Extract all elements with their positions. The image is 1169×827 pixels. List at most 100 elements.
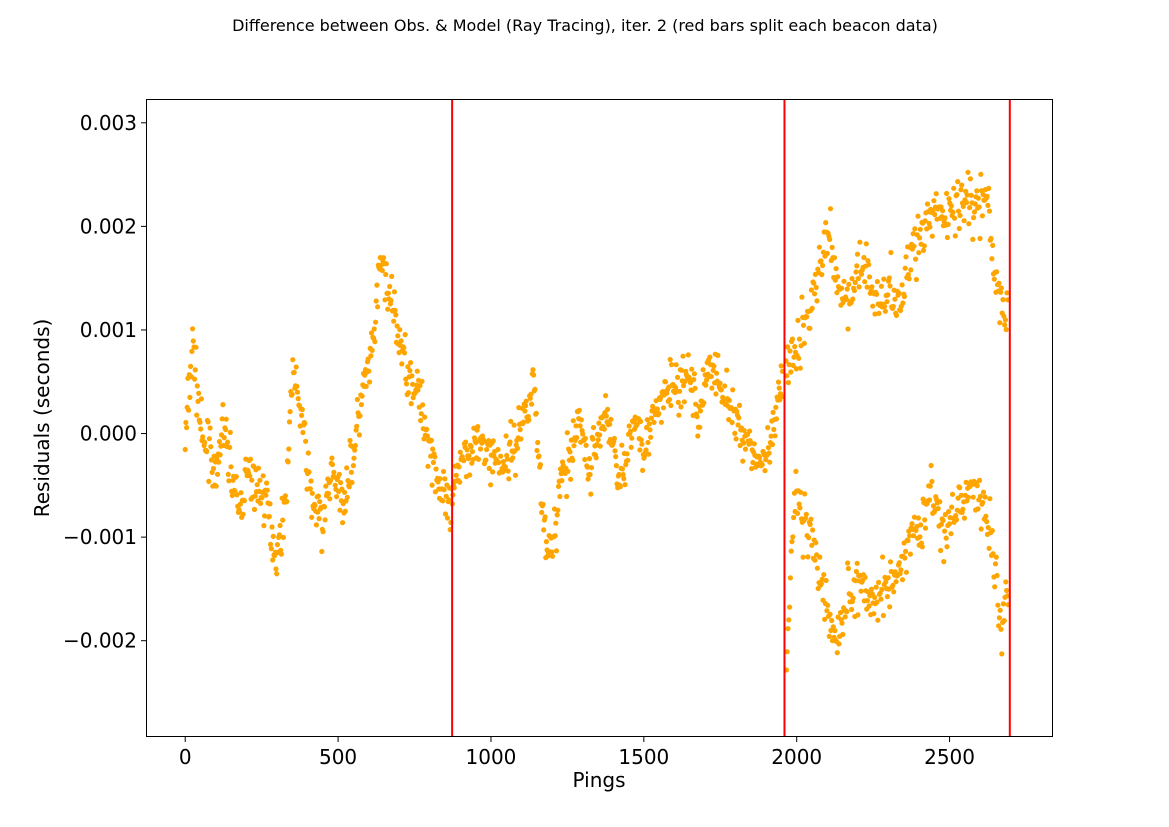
data-point bbox=[227, 444, 233, 450]
data-point bbox=[484, 446, 490, 453]
data-point bbox=[527, 395, 533, 401]
data-point bbox=[687, 380, 694, 386]
data-point bbox=[213, 483, 219, 489]
data-point bbox=[766, 450, 772, 456]
data-point bbox=[549, 549, 555, 555]
data-point bbox=[354, 423, 360, 429]
data-point bbox=[583, 442, 589, 448]
data-point bbox=[854, 263, 860, 269]
data-point bbox=[530, 367, 536, 373]
data-point bbox=[858, 588, 864, 594]
data-point bbox=[876, 579, 882, 586]
data-point bbox=[876, 310, 882, 316]
data-point bbox=[875, 617, 881, 623]
data-point bbox=[309, 514, 315, 520]
data-point bbox=[802, 491, 808, 497]
data-point bbox=[424, 426, 430, 432]
data-point bbox=[976, 204, 982, 210]
data-point bbox=[884, 299, 890, 305]
data-point bbox=[287, 409, 293, 415]
data-point bbox=[675, 374, 681, 380]
data-point bbox=[290, 357, 296, 363]
data-point bbox=[778, 363, 784, 369]
data-point bbox=[949, 504, 955, 510]
data-point bbox=[986, 545, 992, 551]
data-point bbox=[717, 380, 723, 386]
data-point bbox=[294, 383, 300, 389]
data-point bbox=[994, 269, 1000, 275]
data-point bbox=[402, 332, 408, 338]
data-point bbox=[866, 603, 872, 609]
data-point bbox=[769, 441, 776, 448]
data-point bbox=[786, 362, 792, 368]
y-tick-label: 0.003 bbox=[80, 111, 137, 135]
data-point bbox=[955, 208, 962, 214]
data-point bbox=[312, 502, 318, 509]
data-point bbox=[977, 493, 984, 499]
data-point bbox=[299, 406, 305, 413]
data-point bbox=[391, 289, 397, 295]
data-point bbox=[888, 568, 894, 575]
data-point bbox=[625, 457, 631, 463]
data-point bbox=[796, 355, 802, 361]
data-point bbox=[523, 398, 529, 404]
data-point bbox=[542, 514, 548, 520]
data-point bbox=[408, 401, 414, 407]
data-point bbox=[597, 443, 603, 449]
data-point bbox=[872, 311, 878, 317]
data-point bbox=[274, 542, 280, 548]
data-point bbox=[741, 427, 747, 434]
data-point bbox=[915, 515, 922, 521]
data-point bbox=[871, 611, 877, 617]
data-point bbox=[957, 212, 963, 219]
data-point bbox=[795, 317, 801, 323]
data-point bbox=[552, 533, 558, 539]
data-point bbox=[397, 327, 403, 333]
data-point bbox=[845, 565, 852, 572]
data-point bbox=[826, 633, 832, 640]
data-point bbox=[801, 340, 807, 346]
data-point bbox=[286, 419, 293, 425]
data-point bbox=[808, 287, 815, 293]
data-point bbox=[897, 307, 904, 314]
data-point bbox=[541, 527, 547, 533]
data-point bbox=[682, 378, 688, 384]
data-point bbox=[608, 416, 614, 422]
data-point bbox=[844, 609, 850, 615]
data-point bbox=[303, 438, 309, 444]
data-point bbox=[666, 397, 673, 403]
data-point bbox=[812, 557, 818, 563]
data-point bbox=[607, 421, 613, 427]
data-point bbox=[790, 362, 796, 368]
data-point bbox=[913, 256, 919, 262]
data-point bbox=[651, 419, 657, 425]
data-point bbox=[437, 476, 443, 482]
data-point bbox=[440, 468, 447, 475]
data-point bbox=[323, 483, 329, 489]
data-point bbox=[238, 490, 244, 496]
data-point bbox=[1000, 601, 1007, 607]
data-point bbox=[570, 457, 576, 463]
data-point bbox=[668, 402, 674, 409]
data-point bbox=[285, 459, 291, 465]
data-point bbox=[675, 399, 681, 405]
data-point bbox=[946, 521, 953, 527]
data-point bbox=[531, 372, 537, 378]
data-point bbox=[299, 412, 305, 418]
data-point bbox=[910, 231, 916, 237]
data-point bbox=[282, 493, 288, 499]
data-point bbox=[280, 534, 286, 541]
data-point bbox=[956, 225, 962, 232]
data-point bbox=[788, 369, 794, 375]
y-axis-label: Residuals (seconds) bbox=[30, 319, 54, 518]
data-point bbox=[366, 368, 372, 374]
data-point bbox=[924, 201, 931, 207]
data-point bbox=[612, 448, 618, 454]
data-point bbox=[701, 400, 707, 406]
data-point bbox=[829, 244, 835, 250]
data-point bbox=[896, 290, 902, 296]
data-point bbox=[697, 408, 704, 414]
data-point bbox=[929, 478, 935, 485]
data-point bbox=[319, 548, 325, 555]
data-point bbox=[331, 469, 337, 475]
